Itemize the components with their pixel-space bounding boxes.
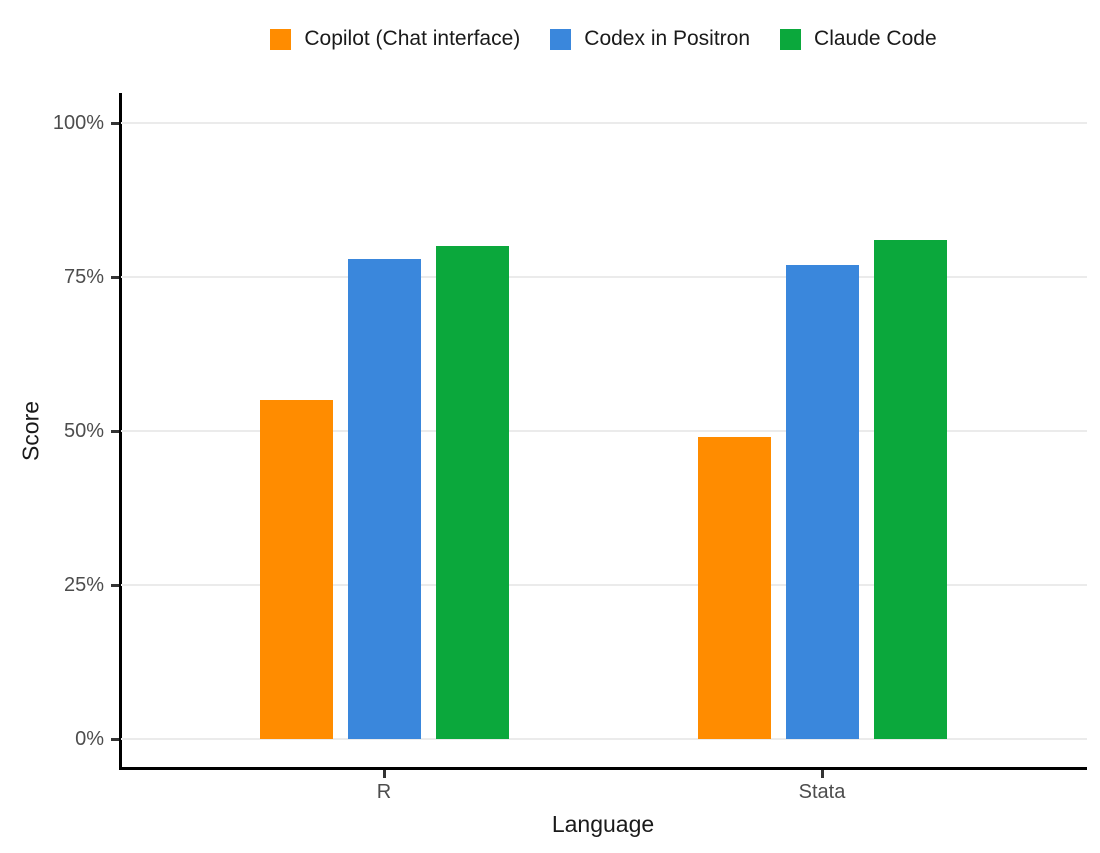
bar-codex-in-positron-stata [785, 264, 859, 739]
x-tick-stata [820, 770, 824, 778]
bar-copilot-chat-interface-stata [697, 437, 771, 739]
legend-swatch-icon [270, 28, 292, 50]
y-tick-label-25: 25% [63, 574, 104, 596]
y-tick-25 [111, 583, 119, 587]
legend-item-codex-in-positron: Codex in Positron [550, 27, 750, 51]
x-tick-label-stata: Stata [798, 781, 846, 803]
legend-item-copilot-chat-interface: Copilot (Chat interface) [270, 27, 520, 51]
y-tick-label-50: 50% [63, 420, 104, 442]
y-axis-line [119, 93, 122, 770]
y-tick-0 [111, 737, 119, 741]
legend-label: Codex in Positron [584, 27, 751, 50]
legend: Copilot (Chat interface) Codex in Positro… [120, 22, 1087, 56]
x-axis-title: Language [551, 811, 655, 837]
y-tick-50 [111, 429, 119, 433]
y-tick-75 [111, 275, 119, 279]
legend-item-claude-code: Claude Code [780, 27, 937, 51]
legend-swatch-icon [550, 28, 572, 50]
gridline-25 [121, 584, 1087, 586]
bar-claude-code-stata [873, 240, 947, 739]
y-tick-100 [111, 121, 119, 125]
x-axis-line [119, 767, 1087, 770]
gridline-100 [121, 122, 1087, 124]
y-tick-label-0: 0% [75, 728, 104, 750]
gridline-50 [121, 430, 1087, 432]
legend-label: Claude Code [814, 27, 937, 50]
x-tick-label-r: R [376, 781, 392, 803]
legend-label: Copilot (Chat interface) [304, 27, 521, 50]
gridline-0 [121, 738, 1087, 740]
legend-swatch-icon [780, 28, 802, 50]
bar-claude-code-r [435, 246, 509, 739]
bar-codex-in-positron-r [347, 258, 421, 739]
bar-copilot-chat-interface-r [259, 400, 333, 739]
y-tick-label-75: 75% [63, 266, 104, 288]
y-tick-label-100: 100% [52, 112, 104, 134]
gridline-75 [121, 276, 1087, 278]
x-tick-r [382, 770, 386, 778]
